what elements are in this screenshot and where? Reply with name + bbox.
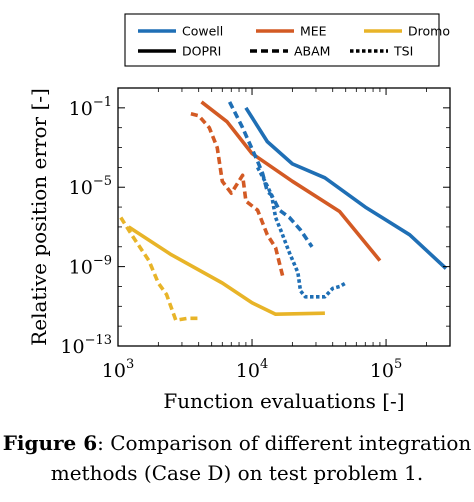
series-line-cowell-abam <box>227 101 314 248</box>
legend-label-cowell: Cowell <box>182 24 223 39</box>
tick-label-exponent: 5 <box>394 357 402 372</box>
tick-label-exponent: −13 <box>85 333 112 348</box>
series-line-dromo-dopri <box>127 225 325 316</box>
legend-box <box>124 13 440 67</box>
legend: Cowell MEE Dromo DOPRI ABAM TSI <box>124 13 450 67</box>
series-line-cowell-dopri <box>244 106 448 270</box>
y-tick-label: 10−9 <box>69 254 112 279</box>
tick-label-base: 10 <box>60 336 84 358</box>
tick-label-exponent: 3 <box>126 357 134 372</box>
series-line-cowell-tsi <box>256 166 347 299</box>
x-tick-label: 105 <box>370 357 402 382</box>
series-layer <box>119 100 448 322</box>
y-tick-label: 10−5 <box>69 174 112 199</box>
y-tick-label: 10−1 <box>69 95 112 120</box>
tick-label-base: 10 <box>69 257 93 279</box>
series-line-dromo-abam <box>119 216 199 322</box>
series-line-mee-dopri <box>200 100 382 262</box>
x-axis-label: Function evaluations [-] <box>163 389 404 413</box>
tick-label-base: 10 <box>370 360 394 382</box>
x-tick-label: 103 <box>102 357 134 382</box>
figure-caption: Figure 6: Comparison of different integr… <box>0 428 474 488</box>
tick-label-base: 10 <box>69 98 93 120</box>
tick-label-base: 10 <box>236 360 260 382</box>
tick-label-exponent: −1 <box>93 95 112 110</box>
caption-text: : Comparison of different integration me… <box>50 431 472 485</box>
y-axis-label: Relative position error [-] <box>27 88 51 346</box>
legend-label-mee: MEE <box>300 24 327 39</box>
caption-label: Figure 6 <box>2 431 98 455</box>
legend-label-abam: ABAM <box>294 44 330 59</box>
tick-label-base: 10 <box>69 177 93 199</box>
tick-label-exponent: −5 <box>93 174 112 189</box>
tick-label-exponent: −9 <box>93 254 112 269</box>
legend-label-tsi: TSI <box>393 44 413 59</box>
x-tick-label: 104 <box>236 357 268 382</box>
legend-label-dromo: Dromo <box>408 24 450 39</box>
legend-label-dopri: DOPRI <box>182 44 221 59</box>
tick-label-exponent: 4 <box>260 357 268 372</box>
y-tick-label: 10−13 <box>60 333 112 358</box>
plot-frame <box>117 87 451 347</box>
series-line-mee-abam <box>190 112 285 278</box>
tick-layer <box>117 87 450 347</box>
tick-label-base: 10 <box>102 360 126 382</box>
